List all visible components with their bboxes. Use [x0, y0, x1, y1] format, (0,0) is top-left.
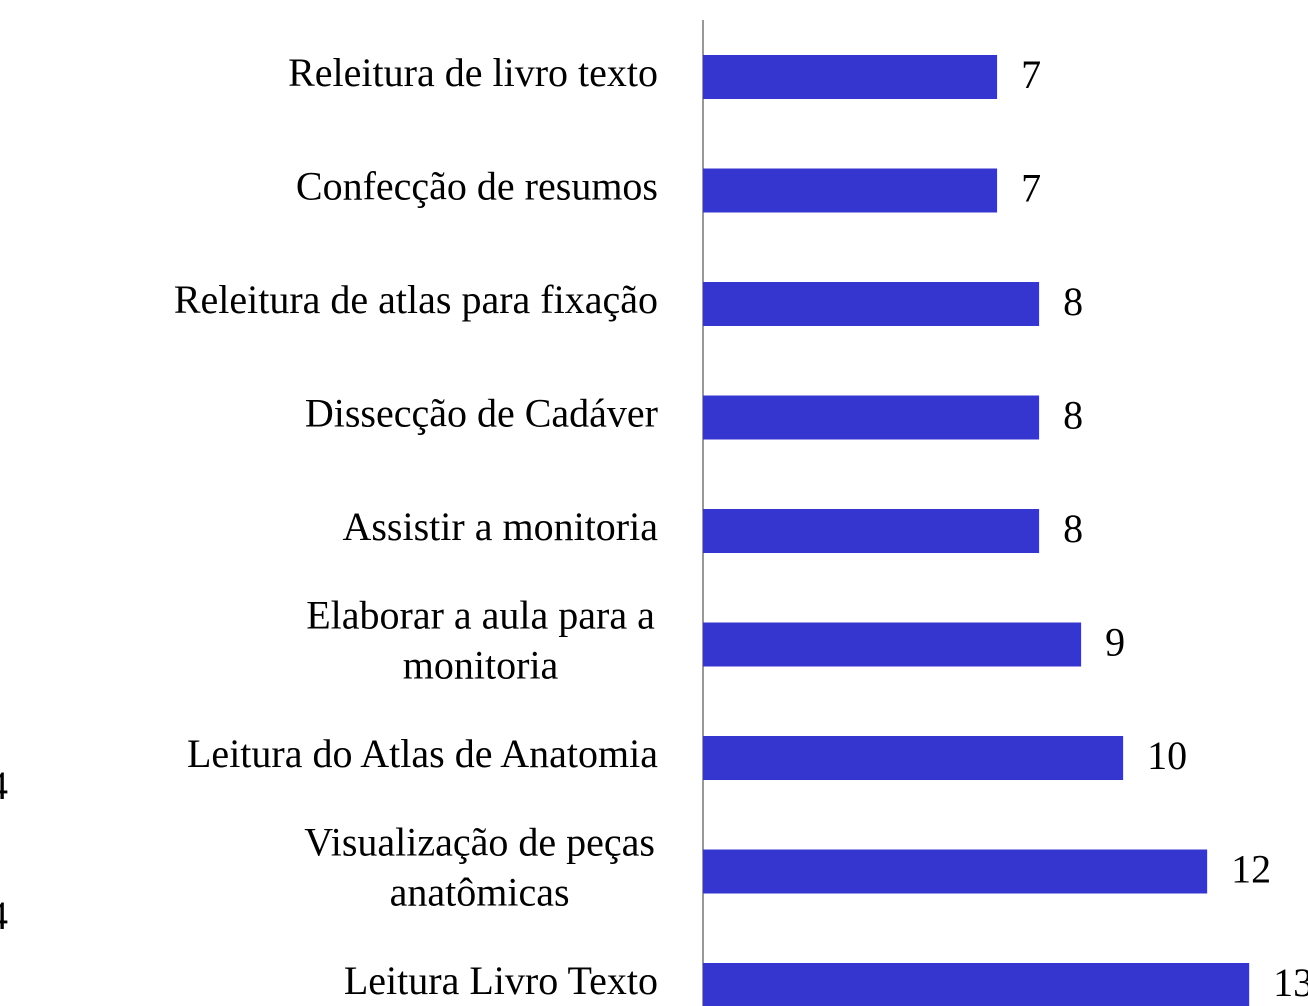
- bar: [703, 736, 1124, 780]
- category-label: Confecção de resumos: [296, 164, 658, 209]
- value-label: 8: [1063, 506, 1083, 551]
- value-label: 8: [1063, 279, 1083, 324]
- bar: [703, 963, 1250, 1006]
- annotation: 4: [0, 893, 8, 938]
- annotation: 4: [0, 763, 8, 808]
- bar: [703, 282, 1040, 326]
- category-label: Releitura de livro texto: [288, 50, 658, 95]
- bar: [703, 168, 998, 213]
- value-label: 12: [1231, 847, 1271, 892]
- bar: [703, 509, 1040, 553]
- category-label: Leitura Livro Texto: [344, 958, 658, 1003]
- value-label: 7: [1021, 52, 1041, 97]
- category-label: Dissecção de Cadáver: [305, 391, 658, 436]
- value-label: 7: [1021, 166, 1041, 211]
- value-label: 8: [1063, 393, 1083, 438]
- category-label: Releitura de atlas para fixação: [174, 277, 658, 322]
- value-label: 9: [1105, 620, 1125, 665]
- category-label: Assistir a monitoria: [342, 504, 658, 549]
- category-label: Elaborar a aula para a monitoria: [306, 593, 655, 688]
- value-label: 13: [1273, 960, 1308, 1005]
- bar: [703, 395, 1040, 440]
- bar: [703, 622, 1082, 667]
- bar: [703, 55, 998, 99]
- category-label: Visualização de peças anatômicas: [304, 820, 655, 915]
- category-label: Leitura do Atlas de Anatomia: [187, 731, 658, 776]
- value-label: 10: [1147, 733, 1187, 778]
- bar: [703, 849, 1208, 894]
